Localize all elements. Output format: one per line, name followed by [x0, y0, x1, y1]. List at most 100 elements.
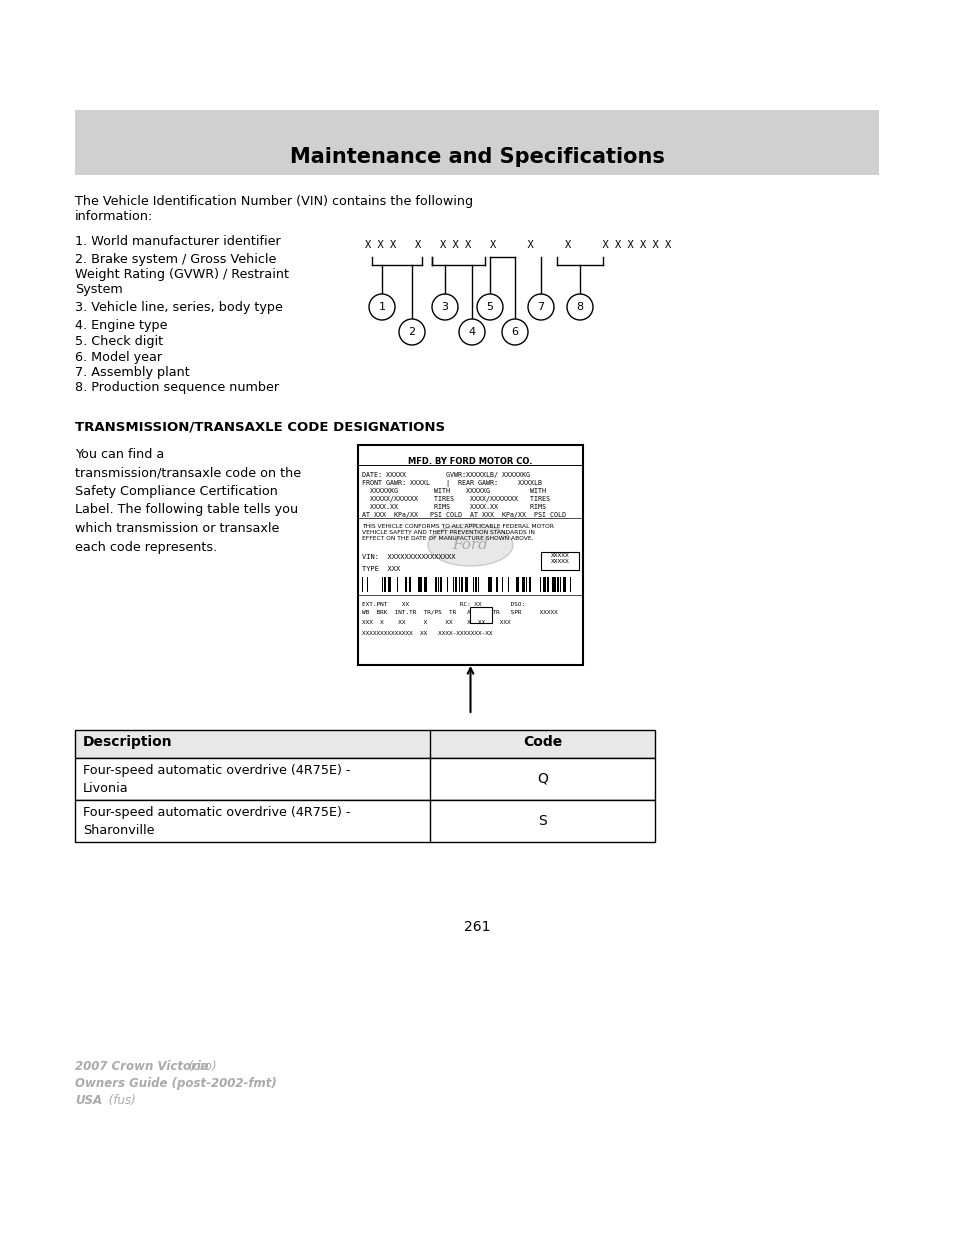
Bar — [435, 577, 436, 592]
Bar — [543, 577, 545, 592]
Circle shape — [398, 319, 424, 345]
Bar — [75, 110, 878, 175]
Bar — [525, 577, 527, 592]
Bar — [539, 577, 541, 592]
Bar — [553, 577, 556, 592]
Text: 3: 3 — [441, 303, 448, 312]
Bar — [455, 577, 457, 592]
Text: 8. Production sequence number: 8. Production sequence number — [75, 382, 279, 394]
Text: WB  BRK  INT.TR  TR/PS  TR   AXLE   TR   SPR     XXXXX: WB BRK INT.TR TR/PS TR AXLE TR SPR XXXXX — [361, 610, 558, 615]
Bar — [357, 445, 582, 664]
Bar — [551, 577, 552, 592]
Bar — [381, 577, 383, 592]
Bar — [418, 577, 422, 592]
Bar — [487, 577, 489, 592]
Text: XXXXX
XXXXX: XXXXX XXXXX — [550, 553, 569, 564]
Bar — [409, 577, 411, 592]
Text: 2. Brake system / Gross Vehicle
Weight Rating (GVWR) / Restraint
System: 2. Brake system / Gross Vehicle Weight R… — [75, 253, 289, 296]
Bar — [516, 577, 518, 592]
Bar — [477, 577, 478, 592]
Bar — [559, 577, 560, 592]
Text: You can find a
transmission/transaxle code on the
Safety Compliance Certificatio: You can find a transmission/transaxle co… — [75, 448, 301, 553]
Text: 5. Check digit: 5. Check digit — [75, 335, 163, 348]
Text: 4. Engine type: 4. Engine type — [75, 319, 168, 332]
Text: Code: Code — [522, 735, 561, 748]
Circle shape — [458, 319, 484, 345]
Text: 5: 5 — [486, 303, 493, 312]
Circle shape — [527, 294, 554, 320]
Bar — [496, 577, 497, 592]
Bar — [540, 552, 578, 571]
Bar — [361, 577, 363, 592]
Bar — [465, 577, 468, 592]
Bar — [424, 577, 426, 592]
Circle shape — [501, 319, 527, 345]
Circle shape — [476, 294, 502, 320]
Bar — [458, 577, 459, 592]
Text: TYPE  XXX: TYPE XXX — [361, 566, 400, 572]
Bar — [546, 577, 549, 592]
Bar — [446, 577, 447, 592]
Text: Owners Guide (post-2002-fmt): Owners Guide (post-2002-fmt) — [75, 1077, 276, 1091]
Text: 7: 7 — [537, 303, 544, 312]
Text: S: S — [537, 814, 546, 827]
Text: XXXXXKG         WITH    XXXXXG          WITH: XXXXXKG WITH XXXXXG WITH — [361, 488, 545, 494]
Bar — [75, 800, 655, 842]
Text: 3. Vehicle line, series, body type: 3. Vehicle line, series, body type — [75, 301, 283, 314]
Bar — [557, 577, 558, 592]
Text: 2007 Crown Victoria: 2007 Crown Victoria — [75, 1060, 209, 1073]
Bar — [470, 606, 492, 622]
Text: XXXXXXXXXXXXXX  XX   XXXX-XXXXXXX-XX: XXXXXXXXXXXXXX XX XXXX-XXXXXXX-XX — [361, 631, 492, 636]
Text: AT XXX  KPa/XX   PSI COLD  AT XXX  KPa/XX  PSI COLD: AT XXX KPa/XX PSI COLD AT XXX KPa/XX PSI… — [361, 513, 565, 517]
Circle shape — [566, 294, 593, 320]
Text: 261: 261 — [463, 920, 490, 934]
Bar — [383, 577, 385, 592]
Text: 2: 2 — [408, 327, 416, 337]
Text: 6. Model year: 6. Model year — [75, 351, 162, 364]
Text: The Vehicle Identification Number (VIN) contains the following
information:: The Vehicle Identification Number (VIN) … — [75, 195, 473, 224]
Bar — [490, 577, 492, 592]
Text: 6: 6 — [511, 327, 518, 337]
Text: Four-speed automatic overdrive (4R75E) -
Sharonville: Four-speed automatic overdrive (4R75E) -… — [83, 806, 350, 837]
Bar — [473, 577, 474, 592]
Bar — [388, 577, 391, 592]
Circle shape — [432, 294, 457, 320]
Text: 8: 8 — [576, 303, 583, 312]
Text: DATE: XXXXX          GVWR:XXXXXLB/ XXXXXKG: DATE: XXXXX GVWR:XXXXXLB/ XXXXXKG — [361, 472, 530, 478]
Text: Maintenance and Specifications: Maintenance and Specifications — [290, 147, 663, 167]
Text: Four-speed automatic overdrive (4R75E) -
Livonia: Four-speed automatic overdrive (4R75E) -… — [83, 764, 350, 795]
Bar — [405, 577, 407, 592]
Text: X X X   X   X X X   X     X     X     X X X X X X: X X X X X X X X X X X X X X X X — [365, 240, 671, 249]
Text: Ford: Ford — [452, 538, 488, 552]
Text: FRONT GAWR: XXXXL    |  REAR GAWR:     XXXXLB: FRONT GAWR: XXXXL | REAR GAWR: XXXXLB — [361, 480, 541, 487]
Text: XXXXX/XXXXXX    TIRES    XXXX/XXXXXXX   TIRES: XXXXX/XXXXXX TIRES XXXX/XXXXXXX TIRES — [361, 496, 550, 501]
Text: XXX  X    XX     X     XX    X  XX    XXX: XXX X XX X XX X XX XXX — [361, 620, 510, 625]
Text: THIS VEHICLE CONFORMS TO ALL APPLICABLE FEDERAL MOTOR
VEHICLE SAFETY AND THEFT P: THIS VEHICLE CONFORMS TO ALL APPLICABLE … — [361, 524, 554, 541]
Bar — [508, 577, 509, 592]
Text: VIN:  XXXXXXXXXXXXXXXX: VIN: XXXXXXXXXXXXXXXX — [361, 555, 455, 559]
Bar — [569, 577, 571, 592]
Bar — [460, 577, 463, 592]
Text: (cro): (cro) — [185, 1060, 216, 1073]
Text: (fus): (fus) — [105, 1094, 135, 1107]
Bar — [542, 577, 543, 592]
Text: Q: Q — [537, 772, 547, 785]
Circle shape — [369, 294, 395, 320]
Bar — [562, 577, 565, 592]
Text: XXXX.XX         RIMS     XXXX.XX        RIMS: XXXX.XX RIMS XXXX.XX RIMS — [361, 504, 545, 510]
Text: 1. World manufacturer identifier: 1. World manufacturer identifier — [75, 235, 280, 248]
Text: 4: 4 — [468, 327, 475, 337]
Bar — [475, 577, 476, 592]
Text: 7. Assembly plant: 7. Assembly plant — [75, 366, 190, 379]
Text: MFD. BY FORD MOTOR CO.: MFD. BY FORD MOTOR CO. — [408, 457, 532, 466]
Text: TRANSMISSION/TRANSAXLE CODE DESIGNATIONS: TRANSMISSION/TRANSAXLE CODE DESIGNATIONS — [75, 420, 445, 433]
Bar — [75, 730, 655, 758]
Bar — [528, 577, 531, 592]
Text: Description: Description — [83, 735, 172, 748]
Text: 1: 1 — [378, 303, 385, 312]
Text: EXT.PNT    XX              RC: XX        DSO:: EXT.PNT XX RC: XX DSO: — [361, 601, 524, 606]
Bar — [75, 758, 655, 800]
Bar — [522, 577, 525, 592]
Bar — [439, 577, 441, 592]
Ellipse shape — [428, 524, 513, 566]
